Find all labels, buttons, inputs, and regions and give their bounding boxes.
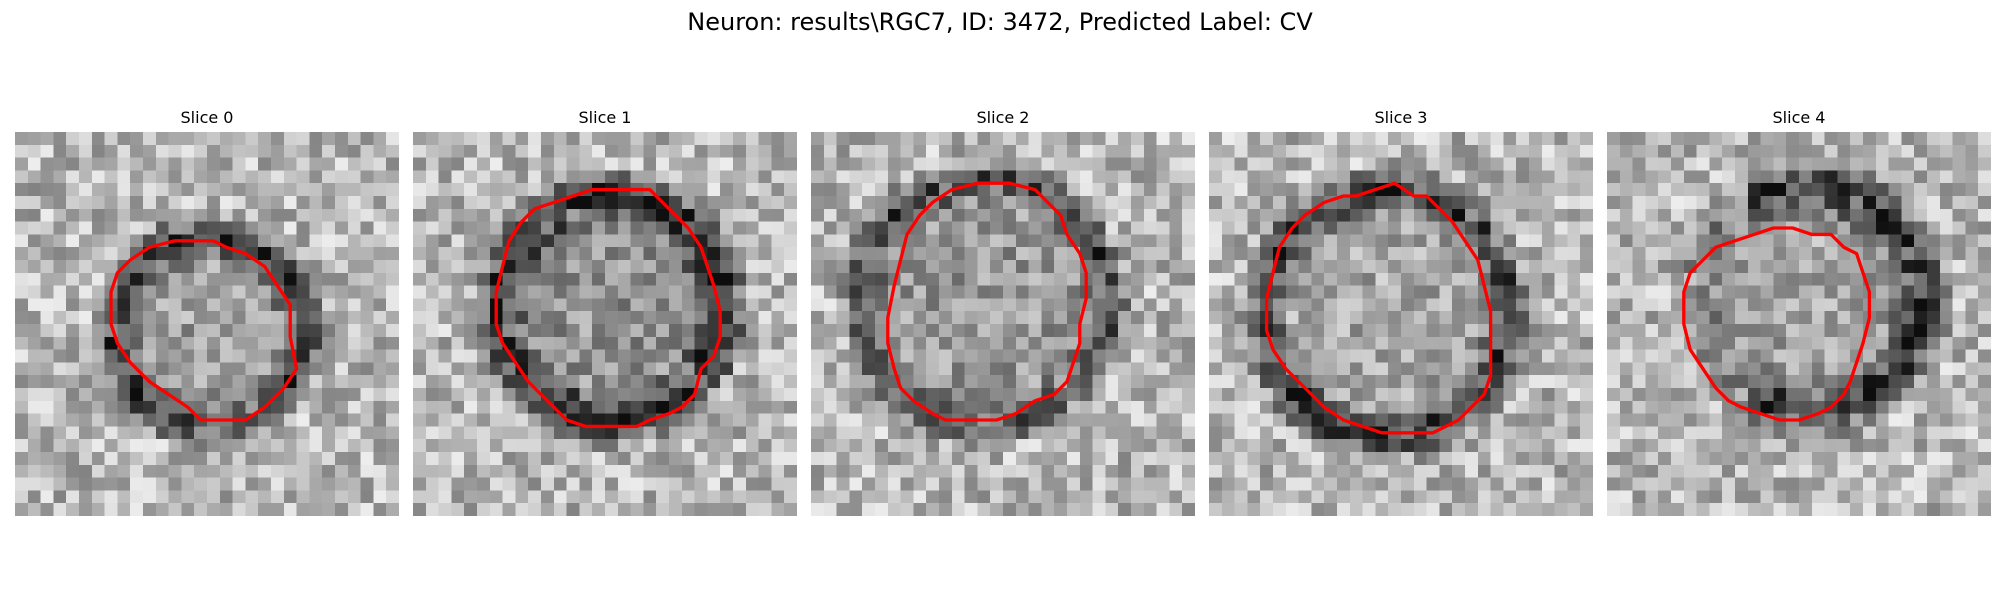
slice-title-0: Slice 0 xyxy=(180,108,234,127)
segmentation-contour xyxy=(886,181,1088,422)
slice-title-2: Slice 2 xyxy=(976,108,1030,127)
pixel-grid xyxy=(1209,132,1593,516)
slice-panel-3: Slice 3 xyxy=(1209,108,1593,516)
slice-title-1: Slice 1 xyxy=(578,108,632,127)
segmentation-contour xyxy=(494,187,722,429)
slice-image-0 xyxy=(15,132,399,516)
pixel-grid xyxy=(1607,132,1991,516)
segmentation-contour xyxy=(1264,181,1493,435)
slice-title-4: Slice 4 xyxy=(1772,108,1826,127)
slice-image-1 xyxy=(413,132,797,516)
slice-image-4 xyxy=(1607,132,1991,516)
slice-title-3: Slice 3 xyxy=(1374,108,1428,127)
figure-title: Neuron: results\RGC7, ID: 3472, Predicte… xyxy=(687,8,1313,36)
segmentation-contour xyxy=(1682,226,1872,422)
pixel-grid xyxy=(413,132,797,516)
pixel-grid xyxy=(811,132,1195,516)
slice-panel-1: Slice 1 xyxy=(413,108,797,516)
segmentation-contour xyxy=(109,239,299,422)
slice-panel-0: Slice 0 xyxy=(15,108,399,516)
slice-image-3 xyxy=(1209,132,1593,516)
slice-image-2 xyxy=(811,132,1195,516)
slice-panel-2: Slice 2 xyxy=(811,108,1195,516)
pixel-grid xyxy=(15,132,399,516)
slice-panel-4: Slice 4 xyxy=(1607,108,1991,516)
